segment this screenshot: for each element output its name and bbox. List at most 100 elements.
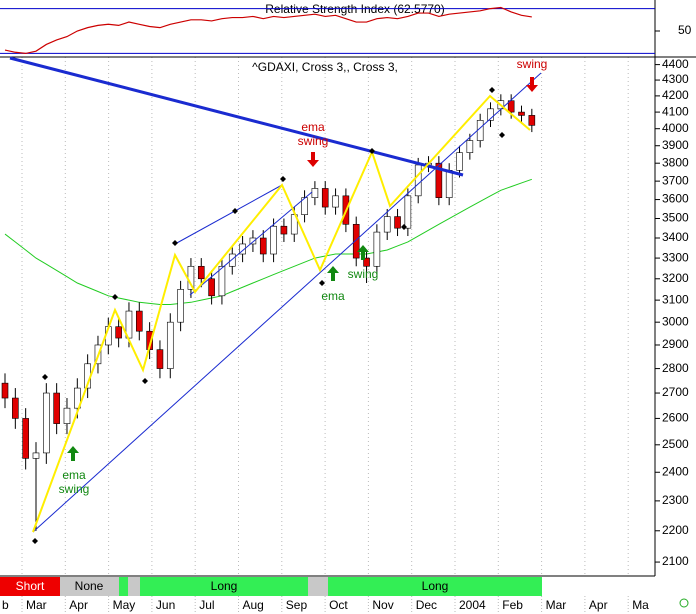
y-tick-label: 2900 (662, 337, 689, 351)
y-tick-label: 3400 (662, 230, 689, 244)
y-tick-label: 4000 (662, 121, 689, 135)
channel-line (189, 191, 313, 296)
candle-body (466, 140, 474, 153)
candle-body (208, 278, 215, 297)
swing-point (401, 224, 407, 230)
sell-arrow (526, 77, 538, 92)
buy-arrow (357, 245, 369, 260)
y-tick-label: 3600 (662, 192, 689, 206)
candle-body (445, 170, 453, 198)
buy-arrow (327, 266, 339, 281)
candle-body (383, 216, 391, 233)
candle-body (270, 225, 277, 255)
x-tick-label: Ma (632, 598, 649, 612)
swing-point (369, 148, 375, 154)
x-tick-label: Oct (329, 598, 348, 612)
x-tick-label: Nov (372, 598, 393, 612)
candle-body (239, 243, 246, 255)
moving-average (4, 178, 532, 305)
candle-body (373, 231, 381, 267)
x-tick-label: Jul (199, 598, 214, 612)
annotation: ema (62, 468, 86, 482)
candle-body (115, 326, 122, 339)
swing-point (32, 538, 38, 544)
swing-point (499, 132, 505, 138)
annotation: swing (517, 57, 548, 71)
y-tick-label: 2200 (662, 523, 689, 537)
signal-label: Short (16, 579, 45, 593)
signal-label: Long (422, 579, 449, 593)
swing-point (280, 176, 286, 182)
y-tick-label: 3100 (662, 292, 689, 306)
swing-point (42, 374, 48, 380)
swing-zigzag (32, 94, 531, 533)
candle-body (332, 195, 339, 208)
channel-line (174, 184, 283, 245)
candle-body (487, 108, 494, 121)
y-tick-label: 2500 (662, 437, 689, 451)
x-tick-label: Aug (243, 598, 264, 612)
signal-segment (328, 577, 542, 596)
annotation: swing (59, 482, 90, 496)
candle-body (414, 164, 422, 197)
candle-body (63, 407, 71, 424)
y-tick-label: 2100 (662, 554, 689, 568)
candle-body (259, 237, 267, 255)
signal-segment (119, 577, 128, 596)
y-tick-label: 4300 (662, 72, 689, 86)
candle-body (135, 310, 143, 332)
annotation: ema (301, 120, 325, 134)
candle-body (43, 392, 50, 454)
grid (21, 57, 629, 614)
status-icon (679, 598, 689, 608)
candle-body (507, 100, 515, 113)
candle-body (218, 265, 226, 297)
candle-body (352, 223, 360, 259)
candle-body (228, 253, 236, 267)
candle-body (53, 392, 60, 424)
candle-body (249, 237, 257, 245)
signal-label: None (75, 579, 104, 593)
y-tick-label: 2400 (662, 464, 689, 478)
y-tick-label: 3200 (662, 271, 689, 285)
y-tick-label: 3300 (662, 250, 689, 264)
y-tick-label: 50 (678, 23, 692, 37)
candle-body (197, 265, 205, 280)
swing-point (172, 240, 178, 246)
rsi-title: Relative Strength Index (62.5770) (265, 2, 444, 16)
x-tick-label: Dec (416, 598, 437, 612)
y-tick-label: 3900 (662, 138, 689, 152)
x-tick-label: b (2, 598, 9, 612)
signal-segment (128, 577, 140, 596)
y-tick-label: 4400 (662, 57, 689, 71)
y-tick-label: 3800 (662, 155, 689, 169)
x-tick-label: Jun (156, 598, 175, 612)
y-tick-label: 2800 (662, 361, 689, 375)
annotations: ema swing ema swing swing ema swing (59, 57, 548, 496)
x-tick-label: Mar (546, 598, 567, 612)
candle-body (12, 397, 19, 419)
candle-body (435, 162, 443, 198)
swing-point (489, 87, 495, 93)
candle-body (394, 216, 401, 229)
trendlines (9, 56, 542, 533)
candle-body (1, 382, 9, 399)
chart-title: ^GDAXI, Cross 3,, Cross 3, (252, 60, 398, 74)
swing-point (112, 294, 118, 300)
candle-body (22, 418, 29, 459)
candle-body (363, 257, 370, 267)
annotation: swing (298, 134, 329, 148)
annotation: swing (348, 267, 379, 281)
swing-point (319, 280, 325, 286)
y-tick-label: 3700 (662, 173, 689, 187)
annotation: ema (321, 289, 345, 303)
signal-segment (140, 577, 308, 596)
signal-segment (60, 577, 119, 596)
x-tick-label: Mar (26, 598, 47, 612)
swing-points (32, 87, 505, 544)
candle-body (456, 152, 463, 171)
x-tick-label: Apr (69, 598, 88, 612)
rsi-line (4, 6, 532, 55)
